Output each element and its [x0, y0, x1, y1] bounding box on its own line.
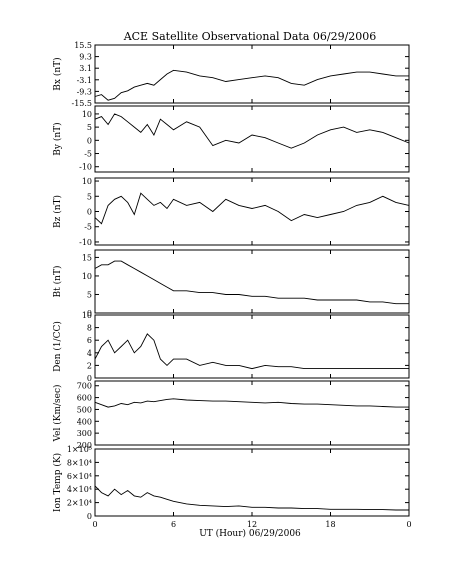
panel-frame [94, 105, 410, 173]
y-tick-label: 8 [87, 324, 92, 333]
x-tick-label: 18 [325, 520, 335, 529]
y-tick-label: 2×10⁴ [67, 499, 92, 508]
panel-frame [94, 249, 410, 314]
panel-frame [94, 177, 410, 246]
panel-frame [94, 448, 410, 517]
y-axis-label: Bx (nT) [52, 57, 63, 90]
y-tick-label: 10 [82, 272, 92, 281]
x-axis-label: UT (Hour) 06/29/2006 [199, 528, 301, 539]
y-axis-label: Ion Temp (K) [52, 453, 63, 512]
y-tick-label: 0 [87, 309, 92, 318]
x-tick-label: 0 [406, 520, 411, 529]
y-axis-label: Den (1/CC) [52, 321, 63, 372]
series-line [94, 192, 410, 225]
y-tick-label: 0 [87, 512, 92, 521]
y-tick-label: 4 [87, 349, 92, 358]
y-tick-label: 5 [87, 192, 92, 201]
y-tick-label: -3.1 [77, 76, 92, 85]
y-tick-label: 10 [82, 311, 92, 320]
y-axis-label: By (nT) [52, 122, 63, 155]
series-line [94, 333, 409, 370]
y-tick-label: -5 [84, 150, 92, 159]
series-line [94, 260, 409, 305]
x-tick-label: 12 [247, 520, 257, 529]
y-tick-label: 0 [87, 136, 92, 145]
y-tick-label: -10 [79, 238, 92, 247]
y-tick-label: -9.3 [77, 87, 92, 96]
y-tick-label: 200 [77, 441, 92, 450]
y-tick-label: -15.5 [71, 99, 92, 108]
y-tick-label: 4×10⁴ [67, 485, 92, 494]
y-tick-label: 6 [87, 336, 92, 345]
x-tick-label: 0 [92, 520, 97, 529]
series-line [94, 485, 409, 511]
y-tick-label: 600 [77, 394, 92, 403]
y-tick-label: 5 [87, 123, 92, 132]
y-tick-label: -10 [79, 163, 92, 172]
x-tick-label: 6 [171, 520, 176, 529]
y-axis-label: Bt (nT) [52, 266, 63, 298]
y-tick-label: 8×10⁴ [67, 458, 92, 467]
y-axis-label: Vel (Km/sec) [52, 384, 63, 442]
y-tick-label: 0 [87, 374, 92, 383]
y-tick-label: 10 [82, 177, 92, 186]
series-line [94, 398, 409, 408]
y-tick-label: 6×10⁴ [67, 472, 92, 481]
y-tick-label: 5 [87, 290, 92, 299]
y-tick-label: 400 [77, 417, 92, 426]
y-tick-label: 15.5 [74, 41, 92, 50]
series-line [94, 69, 409, 101]
y-tick-label: 1×10⁵ [67, 445, 92, 454]
y-tick-label: 500 [77, 405, 92, 414]
y-axis-label: Bz (nT) [52, 195, 63, 228]
panel-frame [94, 44, 410, 104]
panel-frame [94, 380, 410, 446]
y-tick-label: 2 [87, 361, 92, 370]
y-tick-label: 10 [82, 110, 92, 119]
y-tick-label: 15 [82, 253, 92, 262]
y-tick-label: 0 [87, 208, 92, 217]
y-tick-label: 300 [77, 429, 92, 438]
y-tick-label: 700 [77, 382, 92, 391]
y-tick-label: -5 [84, 223, 92, 232]
series-line [94, 113, 410, 149]
y-tick-label: 3.1 [79, 64, 92, 73]
chart-title: ACE Satellite Observational Data 06/29/2… [123, 30, 377, 43]
y-tick-label: 9.3 [79, 53, 92, 62]
